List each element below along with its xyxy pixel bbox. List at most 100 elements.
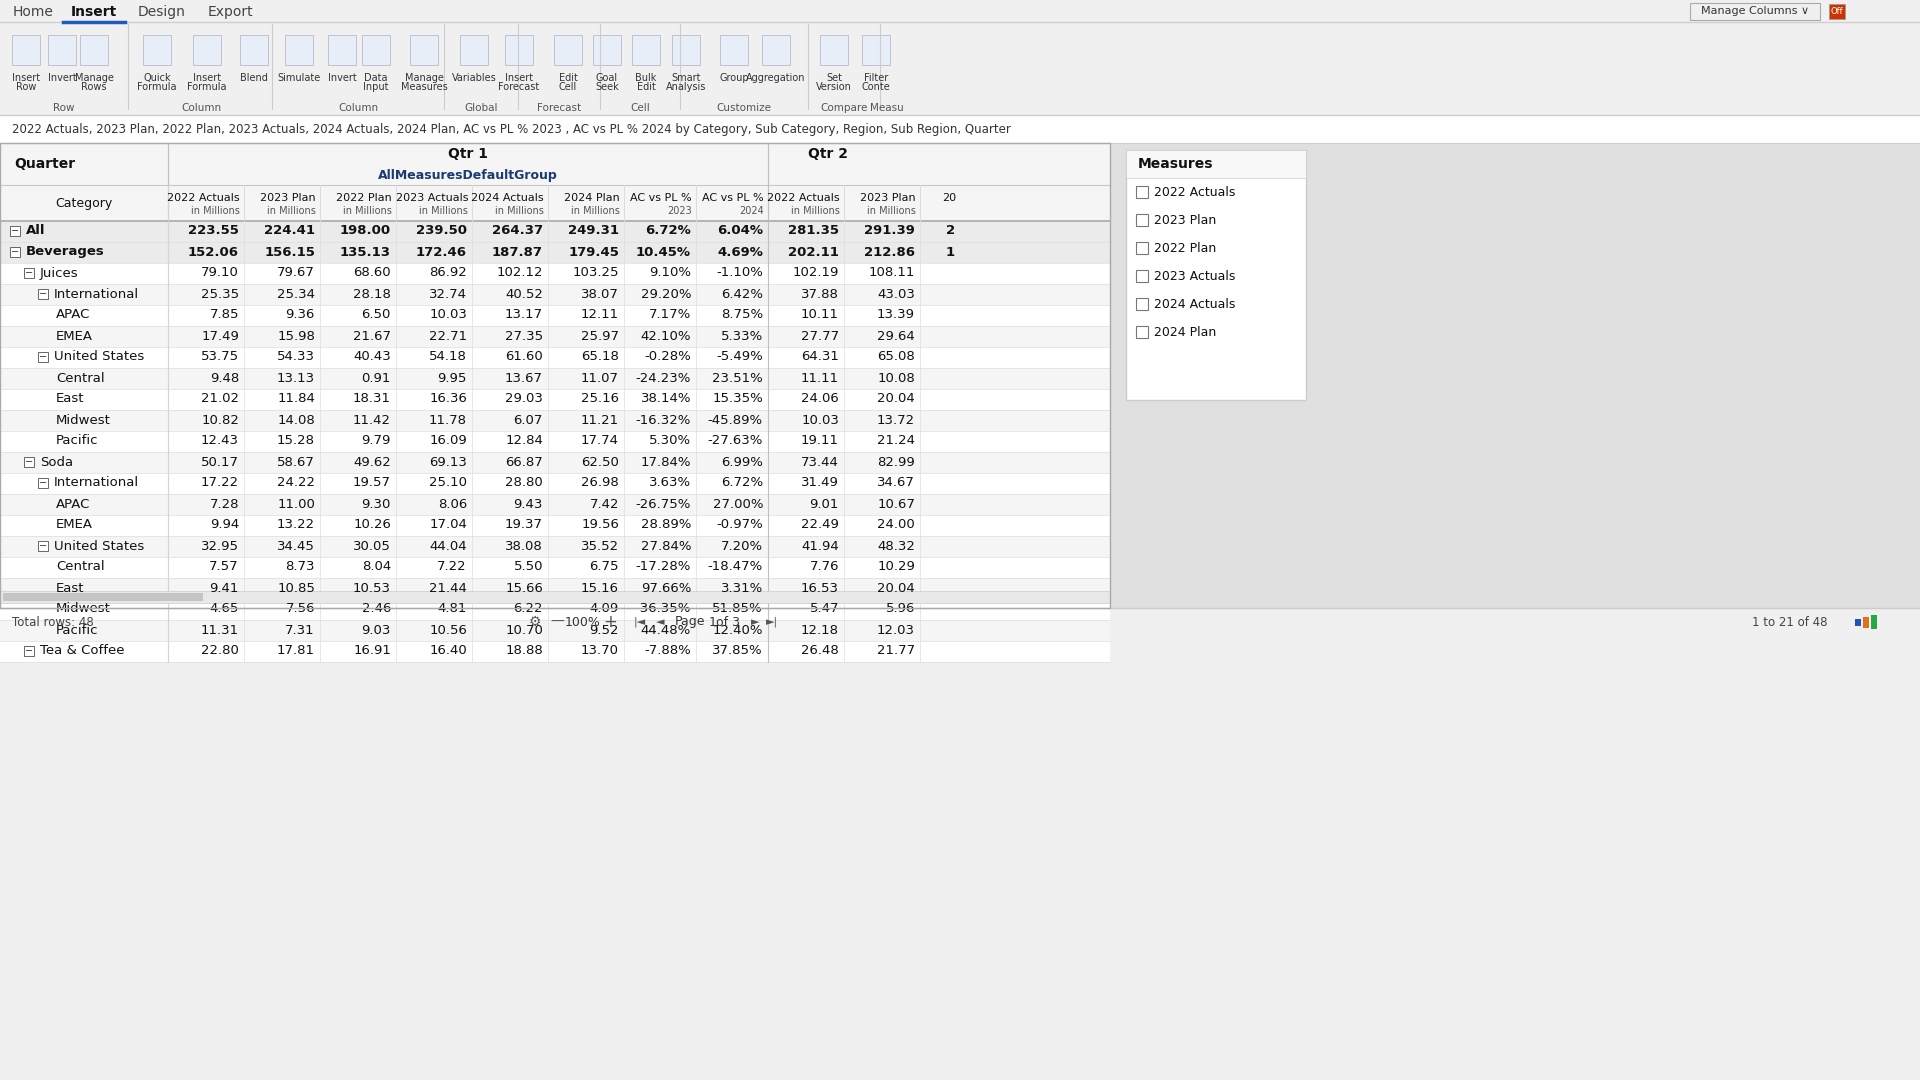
Bar	[0, 642, 1110, 662]
Text: 102.19: 102.19	[793, 267, 839, 280]
Text: ►: ►	[751, 617, 758, 627]
Text: 10.56: 10.56	[430, 623, 467, 636]
Text: Conte: Conte	[862, 82, 891, 92]
Text: 24.06: 24.06	[801, 392, 839, 405]
Text: AC vs PL %: AC vs PL %	[703, 193, 764, 203]
Text: 7.57: 7.57	[209, 561, 238, 573]
Text: -24.23%: -24.23%	[636, 372, 691, 384]
Text: 12.84: 12.84	[505, 434, 543, 447]
Bar	[23, 457, 35, 467]
Text: 12.11: 12.11	[582, 309, 618, 322]
Text: 24.00: 24.00	[877, 518, 916, 531]
Text: All: All	[27, 225, 46, 238]
Text: Manage: Manage	[405, 73, 444, 83]
Text: 82.99: 82.99	[877, 456, 916, 469]
Bar	[0, 221, 1110, 242]
Text: -36.35%: -36.35%	[636, 603, 691, 616]
Bar	[762, 35, 789, 65]
Text: Pacific: Pacific	[56, 434, 98, 447]
Text: 27.35: 27.35	[505, 329, 543, 342]
Bar	[10, 247, 19, 257]
Text: 7.85: 7.85	[209, 309, 238, 322]
Bar	[593, 35, 620, 65]
Text: Set: Set	[826, 73, 843, 83]
Text: 17.04: 17.04	[430, 518, 467, 531]
Text: 16.09: 16.09	[430, 434, 467, 447]
Text: Row: Row	[15, 82, 36, 92]
Text: Total rows: 48: Total rows: 48	[12, 616, 94, 629]
Text: 10.03: 10.03	[801, 414, 839, 427]
Text: Input: Input	[363, 82, 388, 92]
Text: in Millions: in Millions	[419, 206, 468, 216]
Text: 16.40: 16.40	[430, 645, 467, 658]
Text: Insert: Insert	[12, 73, 40, 83]
Bar	[0, 305, 1110, 326]
Text: 2023 Actuals: 2023 Actuals	[396, 193, 468, 203]
Text: 21.24: 21.24	[877, 434, 916, 447]
Text: 6.72%: 6.72%	[645, 225, 691, 238]
Text: 9.41: 9.41	[209, 581, 238, 594]
Text: 24.22: 24.22	[276, 476, 315, 489]
Bar	[0, 264, 1110, 284]
Text: Beverages: Beverages	[27, 245, 106, 258]
Bar	[23, 646, 35, 656]
Text: 25.97: 25.97	[582, 329, 618, 342]
Text: 2: 2	[947, 225, 954, 238]
Text: 27.84%: 27.84%	[641, 540, 691, 553]
Text: 9.43: 9.43	[515, 498, 543, 511]
Text: in Millions: in Millions	[267, 206, 317, 216]
Text: Data: Data	[365, 73, 388, 83]
Text: in Millions: in Millions	[791, 206, 841, 216]
Bar	[0, 143, 1110, 608]
Text: 64.31: 64.31	[801, 351, 839, 364]
Text: Bulk: Bulk	[636, 73, 657, 83]
Text: 21.02: 21.02	[202, 392, 238, 405]
Text: 29.20%: 29.20%	[641, 287, 691, 300]
Bar	[862, 35, 891, 65]
Text: 2022 Plan: 2022 Plan	[336, 193, 392, 203]
Text: Group: Group	[720, 73, 749, 83]
Text: 2.46: 2.46	[361, 603, 392, 616]
Text: in Millions: in Millions	[344, 206, 392, 216]
Text: 9.03: 9.03	[361, 623, 392, 636]
Text: Insert: Insert	[505, 73, 534, 83]
Text: 34.67: 34.67	[877, 476, 916, 489]
Text: in Millions: in Millions	[570, 206, 620, 216]
Text: 19.37: 19.37	[505, 518, 543, 531]
Text: 51.85%: 51.85%	[712, 603, 762, 616]
Text: 28.89%: 28.89%	[641, 518, 691, 531]
Text: Edit: Edit	[637, 82, 655, 92]
Bar	[0, 410, 1110, 431]
Text: 7.28: 7.28	[209, 498, 238, 511]
Text: 69.13: 69.13	[430, 456, 467, 469]
Bar	[0, 591, 1110, 603]
Text: 5.96: 5.96	[885, 603, 916, 616]
Bar	[48, 35, 77, 65]
Bar	[0, 347, 1110, 368]
Text: 2023 Plan: 2023 Plan	[261, 193, 317, 203]
Text: 10.03: 10.03	[430, 309, 467, 322]
Bar	[0, 0, 1920, 22]
Text: -18.47%: -18.47%	[708, 561, 762, 573]
Text: International: International	[54, 476, 138, 489]
Text: 6.50: 6.50	[361, 309, 392, 322]
Text: 79.67: 79.67	[276, 267, 315, 280]
Text: 20.04: 20.04	[877, 392, 916, 405]
Text: 198.00: 198.00	[340, 225, 392, 238]
Text: 10.45%: 10.45%	[636, 245, 691, 258]
Text: 32.74: 32.74	[428, 287, 467, 300]
Text: EMEA: EMEA	[56, 329, 92, 342]
Text: 17.74: 17.74	[582, 434, 618, 447]
Text: 103.25: 103.25	[572, 267, 618, 280]
Text: 2022 Actuals, 2023 Plan, 2022 Plan, 2023 Actuals, 2024 Actuals, 2024 Plan, AC vs: 2022 Actuals, 2023 Plan, 2022 Plan, 2023…	[12, 122, 1010, 135]
Text: Smart: Smart	[672, 73, 701, 83]
Text: 49.62: 49.62	[353, 456, 392, 469]
Text: Measures: Measures	[401, 82, 447, 92]
Text: -0.28%: -0.28%	[645, 351, 691, 364]
Text: APAC: APAC	[56, 498, 90, 511]
Text: −: −	[12, 226, 19, 237]
Text: 6.22: 6.22	[513, 603, 543, 616]
Text: 11.42: 11.42	[353, 414, 392, 427]
Text: -26.75%: -26.75%	[636, 498, 691, 511]
Text: 16.53: 16.53	[801, 581, 839, 594]
